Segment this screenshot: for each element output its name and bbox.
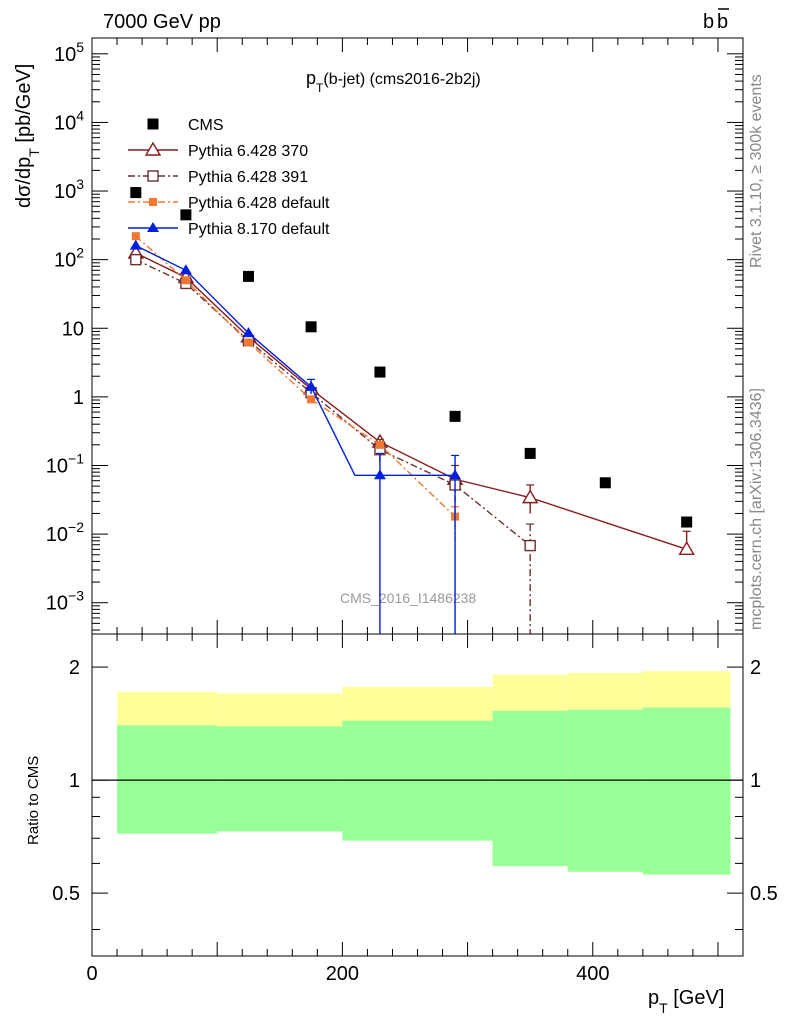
- top-panel-title: pT(b-jet) (cms2016-2b2j): [306, 68, 481, 95]
- data-point: [375, 440, 384, 449]
- data-point: [181, 276, 190, 285]
- header-left: 7000 GeV pp: [103, 11, 221, 33]
- ratio-y-tick-label: 0.5: [52, 883, 80, 905]
- x-tick-label: 0: [86, 963, 97, 985]
- data-point: [130, 187, 142, 199]
- data-point: [307, 395, 316, 404]
- band-inner: [642, 707, 731, 875]
- legend-label: CMS: [188, 117, 224, 134]
- y-tick-label: 10−3: [46, 588, 84, 615]
- band-inner: [492, 710, 568, 867]
- legend-label: Pythia 6.428 default: [188, 195, 330, 212]
- ratio-y-tick-label: 2: [69, 657, 80, 679]
- y-tick-label: 102: [54, 245, 84, 272]
- header-right: b b: [703, 8, 729, 33]
- ratio-panel: 0 200 400 0.5 0.5 1 1 2 2: [52, 633, 778, 985]
- x-tick-label: 200: [326, 963, 359, 985]
- series-4: [129, 239, 462, 634]
- x-axis-label: pT [GeV]: [648, 987, 724, 1016]
- y-tick-label: 1: [73, 387, 84, 409]
- legend-marker: [149, 198, 157, 206]
- data-point: [681, 516, 693, 528]
- y-tick-label: 10−1: [46, 450, 84, 477]
- data-point: [305, 380, 318, 391]
- x-tick-label: 400: [576, 963, 609, 985]
- legend-label: Pythia 8.170 default: [188, 221, 330, 238]
- data-point: [521, 489, 539, 504]
- band-inner: [217, 726, 343, 832]
- legend: CMS Pythia 6.428 370 Pythia 6.428 391 Pythi…: [128, 117, 330, 238]
- series-line: [135, 252, 687, 550]
- data-point: [524, 447, 536, 459]
- data-point: [678, 540, 695, 556]
- series-line: [135, 235, 456, 518]
- legend-marker: [147, 170, 159, 182]
- data-point: [244, 338, 253, 347]
- data-point: [373, 469, 386, 480]
- y-tick-label: 10−2: [46, 519, 84, 546]
- rivet-label: Rivet 3.1.10, ≥ 300k events: [748, 74, 765, 268]
- data-point: [305, 321, 317, 333]
- band-inner: [117, 725, 218, 834]
- series-2: [130, 253, 536, 634]
- ratio-y-tick-label-right: 0.5: [750, 883, 778, 905]
- legend-label: Pythia 6.428 391: [188, 169, 308, 186]
- header-right-bar: b: [717, 11, 728, 33]
- series-1: [127, 244, 695, 556]
- legend-marker: [147, 222, 159, 232]
- legend-marker: [147, 118, 159, 130]
- data-point: [179, 264, 192, 275]
- legend-label: Pythia 6.428 370: [188, 143, 308, 160]
- y-tick-label: 105: [54, 39, 84, 66]
- svg-text:b: b: [703, 11, 714, 33]
- data-point: [130, 253, 142, 266]
- data-point: [242, 270, 254, 282]
- data-point: [131, 232, 140, 241]
- data-point: [524, 539, 536, 552]
- y-tick-label: 10: [62, 318, 84, 340]
- watermark: CMS_2016_I1486238: [340, 590, 476, 606]
- ratio-y-label: Ratio to CMS: [25, 756, 42, 845]
- data-point: [374, 366, 386, 378]
- band-inner: [567, 709, 643, 872]
- y-axis-label: dσ/dpT [pb/GeV]: [13, 64, 42, 208]
- y-tick-label: 103: [54, 176, 84, 203]
- data-point: [180, 209, 192, 221]
- data-point: [449, 410, 461, 422]
- mcplots-label: mcplots.cern.ch [arXiv:1306.3436]: [748, 388, 765, 630]
- y-tick-label: 104: [54, 107, 84, 134]
- data-point: [129, 239, 142, 250]
- data-point: [449, 469, 462, 480]
- ratio-y-tick-label-right: 2: [750, 657, 761, 679]
- series-0: [130, 187, 693, 528]
- data-point: [242, 327, 255, 338]
- ratio-y-tick-label: 1: [69, 770, 80, 792]
- top-panel: 10−3 10−2 10−1 1 10 102 103 104 105 CMS Pythia 6.4…: [46, 37, 744, 635]
- legend-marker: [144, 141, 162, 156]
- ratio-y-tick-label-right: 1: [750, 770, 761, 792]
- series-line: [135, 259, 531, 547]
- data-point: [599, 477, 611, 489]
